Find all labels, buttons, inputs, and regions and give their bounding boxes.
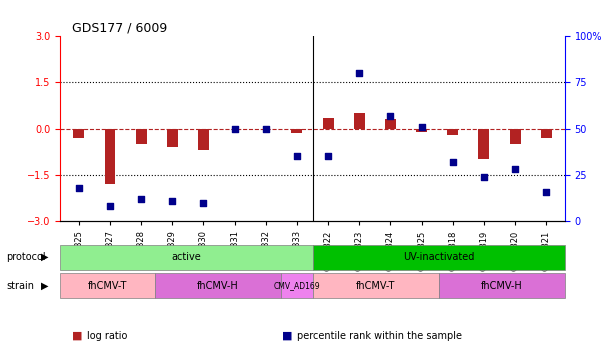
- Bar: [291, 129, 302, 133]
- Text: percentile rank within the sample: percentile rank within the sample: [297, 331, 463, 341]
- Bar: [541, 129, 552, 138]
- Point: [292, 154, 302, 159]
- Point: [386, 113, 395, 119]
- Point: [136, 196, 146, 202]
- Text: strain: strain: [6, 281, 34, 291]
- Bar: [323, 118, 334, 129]
- Text: fhCMV-H: fhCMV-H: [481, 281, 523, 291]
- Bar: [136, 129, 147, 144]
- Bar: [354, 113, 365, 129]
- Point: [355, 70, 364, 76]
- Text: CMV_AD169: CMV_AD169: [273, 281, 320, 290]
- Point: [230, 126, 239, 131]
- Text: ▶: ▶: [41, 252, 49, 262]
- Text: protocol: protocol: [6, 252, 46, 262]
- Bar: [416, 129, 427, 132]
- Point: [199, 200, 209, 206]
- Bar: [510, 129, 520, 144]
- Bar: [105, 129, 115, 184]
- Text: active: active: [171, 252, 201, 262]
- Bar: [447, 129, 458, 135]
- Point: [323, 154, 333, 159]
- Bar: [385, 119, 396, 129]
- Point: [416, 124, 426, 130]
- Text: fhCMV-H: fhCMV-H: [197, 281, 239, 291]
- Text: ■: ■: [282, 331, 293, 341]
- Point: [74, 185, 84, 191]
- Text: GDS177 / 6009: GDS177 / 6009: [72, 21, 167, 34]
- Bar: [167, 129, 178, 147]
- Bar: [198, 129, 209, 150]
- Point: [168, 198, 177, 204]
- Point: [105, 203, 115, 209]
- Point: [510, 166, 520, 172]
- Point: [479, 174, 489, 180]
- Text: ▶: ▶: [41, 281, 49, 291]
- Text: fhCMV-T: fhCMV-T: [88, 281, 127, 291]
- Point: [448, 159, 457, 165]
- Text: UV-inactivated: UV-inactivated: [403, 252, 474, 262]
- Bar: [478, 129, 489, 160]
- Bar: [73, 129, 84, 138]
- Point: [542, 189, 551, 195]
- Point: [261, 126, 270, 131]
- Text: ■: ■: [72, 331, 82, 341]
- Text: fhCMV-T: fhCMV-T: [356, 281, 395, 291]
- Text: log ratio: log ratio: [87, 331, 127, 341]
